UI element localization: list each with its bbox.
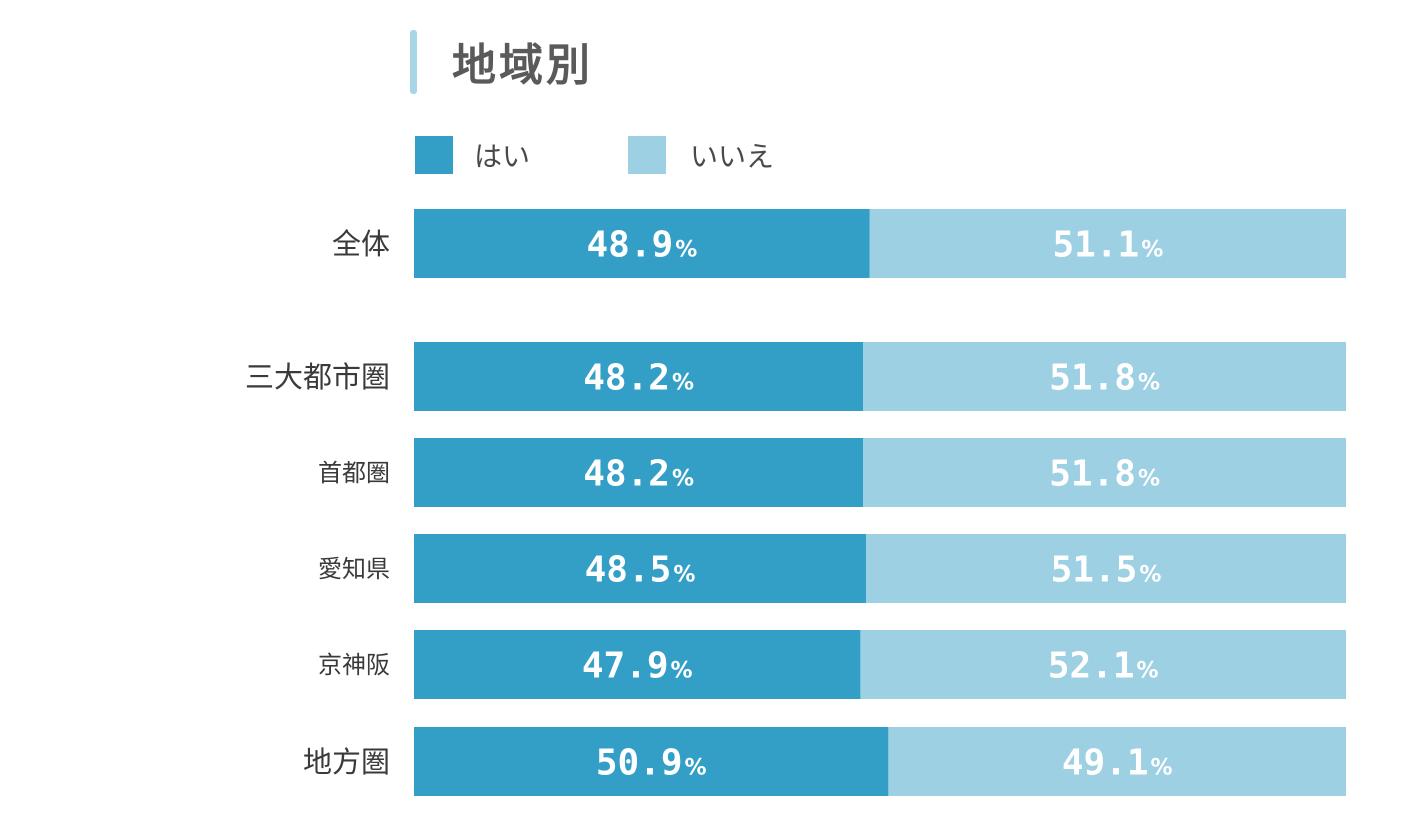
bar-row-shutoken: 首都圏 48.2% 51.8%: [318, 438, 1346, 507]
title-accent-bar: [410, 30, 417, 94]
bar-row-keihanshin: 京神阪 47.9% 52.1%: [318, 630, 1346, 699]
category-label: 地方圏: [303, 745, 390, 779]
bar-row-all: 全体 48.9% 51.1%: [332, 209, 1346, 278]
legend-label-yes: はい: [474, 140, 530, 173]
category-label: 京神阪: [318, 651, 390, 679]
legend: はい いいえ: [415, 136, 774, 174]
legend-label-no: いいえ: [690, 140, 774, 173]
category-label: 全体: [332, 227, 390, 261]
legend-swatch-yes: [415, 136, 453, 174]
category-label: 首都圏: [318, 459, 390, 487]
category-label: 三大都市圏: [245, 360, 390, 394]
bar-row-three-metro: 三大都市圏 48.2% 51.8%: [245, 342, 1346, 411]
bars-group: 全体 48.9% 51.1% 三大都市圏 48.2% 51.8% 首都圏 48.2% 51.8%…: [245, 209, 1346, 796]
chart-title: 地域別: [452, 40, 593, 91]
bar-row-regional: 地方圏 50.9% 49.1%: [303, 727, 1346, 796]
bar-row-aichi: 愛知県 48.5% 51.5%: [318, 534, 1346, 603]
legend-swatch-no: [628, 136, 666, 174]
category-label: 愛知県: [318, 555, 390, 583]
